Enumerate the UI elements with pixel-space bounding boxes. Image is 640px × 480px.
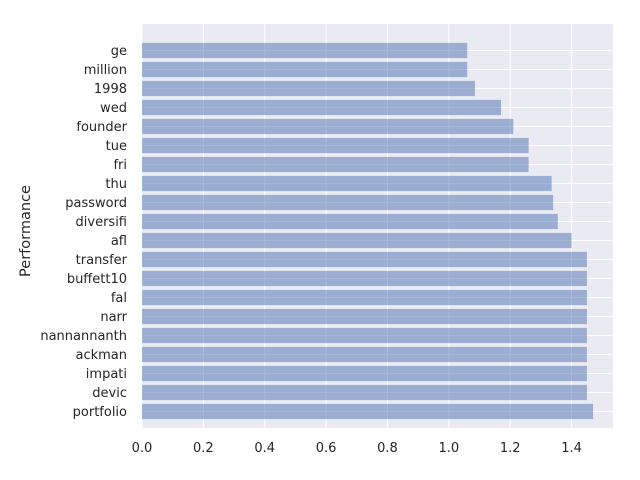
y-tick-label: nannannanth [40,329,127,344]
bar-impati [142,365,587,382]
y-tick-label: fri [113,158,127,173]
x-tick-label: 0.4 [254,441,275,456]
y-tick-label: ackman [75,348,127,363]
bar-diversifi [142,213,558,230]
y-tick-label: afl [111,234,127,249]
x-tick-label: 1.0 [438,441,459,456]
y-tick-label: ge [111,44,127,59]
y-tick-label: password [65,196,127,211]
y-tick-label: 1998 [94,82,127,97]
y-tick-label: impati [86,367,127,382]
x-tick-label: 0.2 [193,441,214,456]
y-tick-label: diversifi [76,215,127,230]
y-tick-label: million [84,63,127,78]
y-tick-label: thu [105,177,127,192]
bar-transfer [142,251,587,268]
bar-1998 [142,80,475,97]
x-tick-label: 0.6 [316,441,337,456]
y-tick-label: devic [92,386,127,401]
y-tick-label: wed [100,101,127,116]
bars [142,42,594,420]
bar-afl [142,232,572,249]
bar-devic [142,384,587,401]
bar-portfolio [142,403,594,420]
bar-tue [142,137,529,154]
x-tick-labels: 0.0 0.2 0.4 0.6 0.8 1.0 1.2 1.4 [132,441,582,456]
bar-buffett10 [142,270,587,287]
y-tick-label: portfolio [73,405,127,420]
x-tick-label: 1.2 [500,441,521,456]
bar-million [142,61,468,78]
x-tick-label: 0.0 [132,441,153,456]
x-tick-label: 0.8 [377,441,398,456]
bar-founder [142,118,514,135]
bar-wed [142,99,502,116]
bar-thu [142,175,552,192]
bar-password [142,194,554,211]
y-tick-label: tue [106,139,127,154]
y-tick-label: buffett10 [67,272,127,287]
y-tick-label: transfer [76,253,128,268]
y-axis-label: Performance [18,185,34,277]
bar-ge [142,42,468,59]
y-tick-label: fal [111,291,127,306]
y-tick-label: founder [76,120,127,135]
bar-fal [142,289,587,306]
bar-ackman [142,346,587,363]
bar-narr [142,308,587,325]
y-tick-labels: ge million 1998 wed founder tue fri thu password… [40,44,127,420]
y-tick-label: narr [100,310,127,325]
bar-fri [142,156,529,173]
x-tick-label: 1.4 [561,441,582,456]
bar-nannannanth [142,327,587,344]
